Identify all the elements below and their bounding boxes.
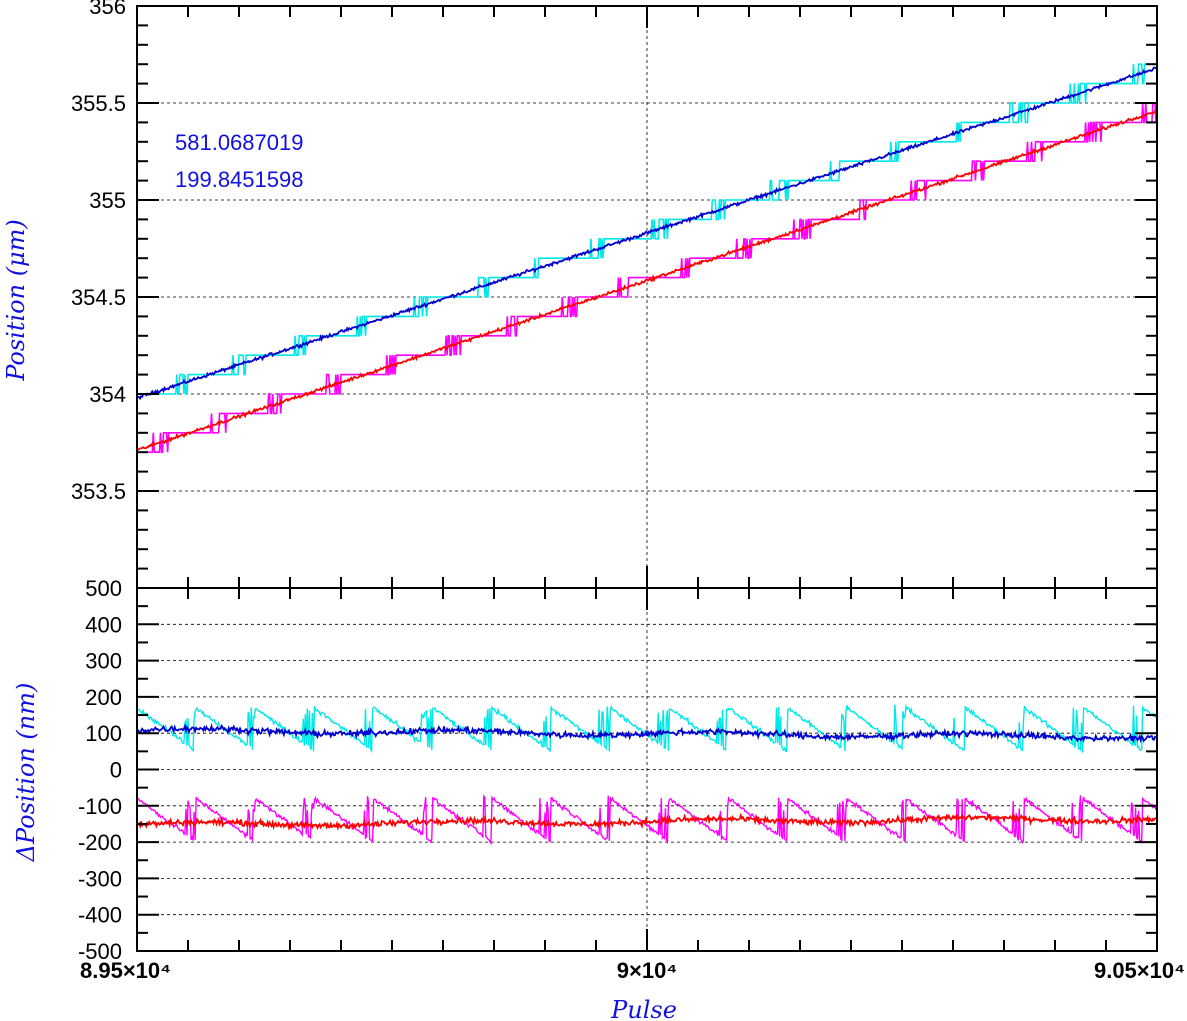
x-tick-labels: 8.95×10⁴ 9×10⁴ 9.05×10⁴ [80,958,1185,983]
x-tick-label: 8.95×10⁴ [80,958,171,983]
top-series [136,63,1158,453]
bottom-series-3 [136,812,1158,832]
bottom-ticks [136,588,1158,951]
bottom-y-tick-label: -100 [78,794,122,819]
bottom-y-tick-label: 200 [85,685,122,710]
top-y-axis-label: Position (μm) [2,219,30,382]
bottom-y-tick-label: -300 [78,866,122,891]
bottom-frame [136,587,1158,952]
bottom-y-tick-label: -400 [78,903,122,928]
x-axis-label: Pulse [610,996,677,1021]
top-panel: 356 355.5 355 354.5 354 353.5 581.0687019 199… [2,0,1158,589]
bottom-y-tick-label: -500 [78,939,122,964]
bottom-panel: 500 400 300 200 100 0 -100 -200 -300 -400 -500 8.9… [12,576,1185,1021]
annotation-1: 581.0687019 [175,130,303,155]
top-y-tick-label: 353.5 [71,479,126,504]
bottom-series [136,703,1158,846]
bottom-y-tick-label: -200 [78,830,122,855]
annotation-2: 199.8451598 [175,167,303,192]
bottom-y-tick-label: 500 [85,576,122,601]
bottom-y-axis-label: ΔPosition (nm) [12,683,40,863]
bottom-y-tick-labels: 500 400 300 200 100 0 -100 -200 -300 -400 -500 [78,576,122,964]
top-y-tick-label: 355.5 [71,91,126,116]
top-y-tick-label: 355 [89,188,126,213]
bottom-y-tick-label: 100 [85,721,122,746]
top-y-tick-labels: 356 355.5 355 354.5 354 353.5 [71,0,126,504]
top-series-1 [136,66,1158,401]
bottom-y-tick-label: 0 [110,758,122,783]
top-y-tick-label: 356 [89,0,126,19]
top-y-tick-label: 354 [89,382,126,407]
top-y-tick-label: 354.5 [71,285,126,310]
bottom-series-2 [136,794,1158,846]
bottom-series-1 [136,722,1158,744]
bottom-y-tick-label: 400 [85,612,122,637]
x-tick-label: 9.05×10⁴ [1094,958,1185,983]
x-tick-label: 9×10⁴ [617,958,677,983]
top-series-3 [136,107,1158,452]
bottom-y-tick-label: 300 [85,649,122,674]
